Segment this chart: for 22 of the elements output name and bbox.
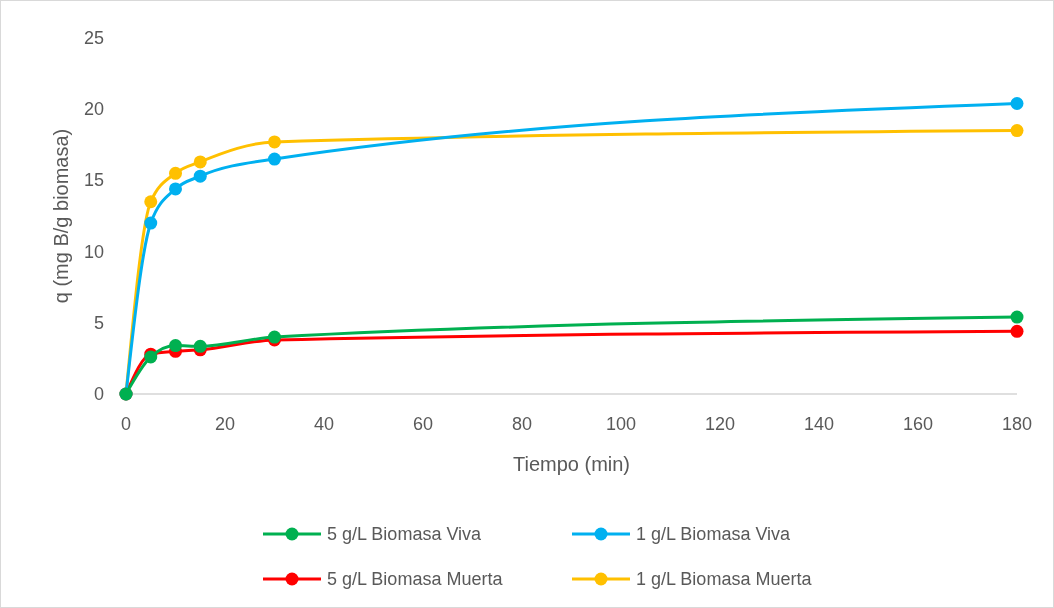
- x-tick-label: 40: [313, 414, 335, 434]
- y-tick-label: 10: [83, 241, 104, 262]
- x-tick-label: 20: [214, 414, 236, 434]
- x-tick-label: 0: [120, 414, 132, 434]
- legend-label: 1 g/L Biomasa Muerta: [636, 569, 813, 589]
- x-axis-title: Tiempo (min): [512, 453, 631, 475]
- y-tick-label: 20: [83, 99, 104, 120]
- y-axis-title: q (mg B/g biomasa): [50, 128, 72, 304]
- y-tick-label: 5: [93, 312, 104, 333]
- x-tick-label: 140: [803, 414, 835, 434]
- y-tick-label: 15: [83, 170, 104, 191]
- x-tick-label: 160: [902, 414, 934, 434]
- legend-label: 1 g/L Biomasa Viva: [636, 524, 792, 544]
- x-tick-label: 80: [511, 414, 533, 434]
- y-tick-label: 0: [93, 384, 104, 404]
- legend-label: 5 g/L Biomasa Muerta: [327, 569, 504, 589]
- x-tick-label: 180: [1001, 414, 1033, 434]
- x-tick-label: 120: [704, 414, 736, 434]
- x-tick-label: 100: [605, 414, 637, 434]
- x-tick-label: 60: [412, 414, 434, 434]
- y-tick-label: 25: [83, 28, 104, 48]
- legend-label: 5 g/L Biomasa Viva: [327, 524, 483, 544]
